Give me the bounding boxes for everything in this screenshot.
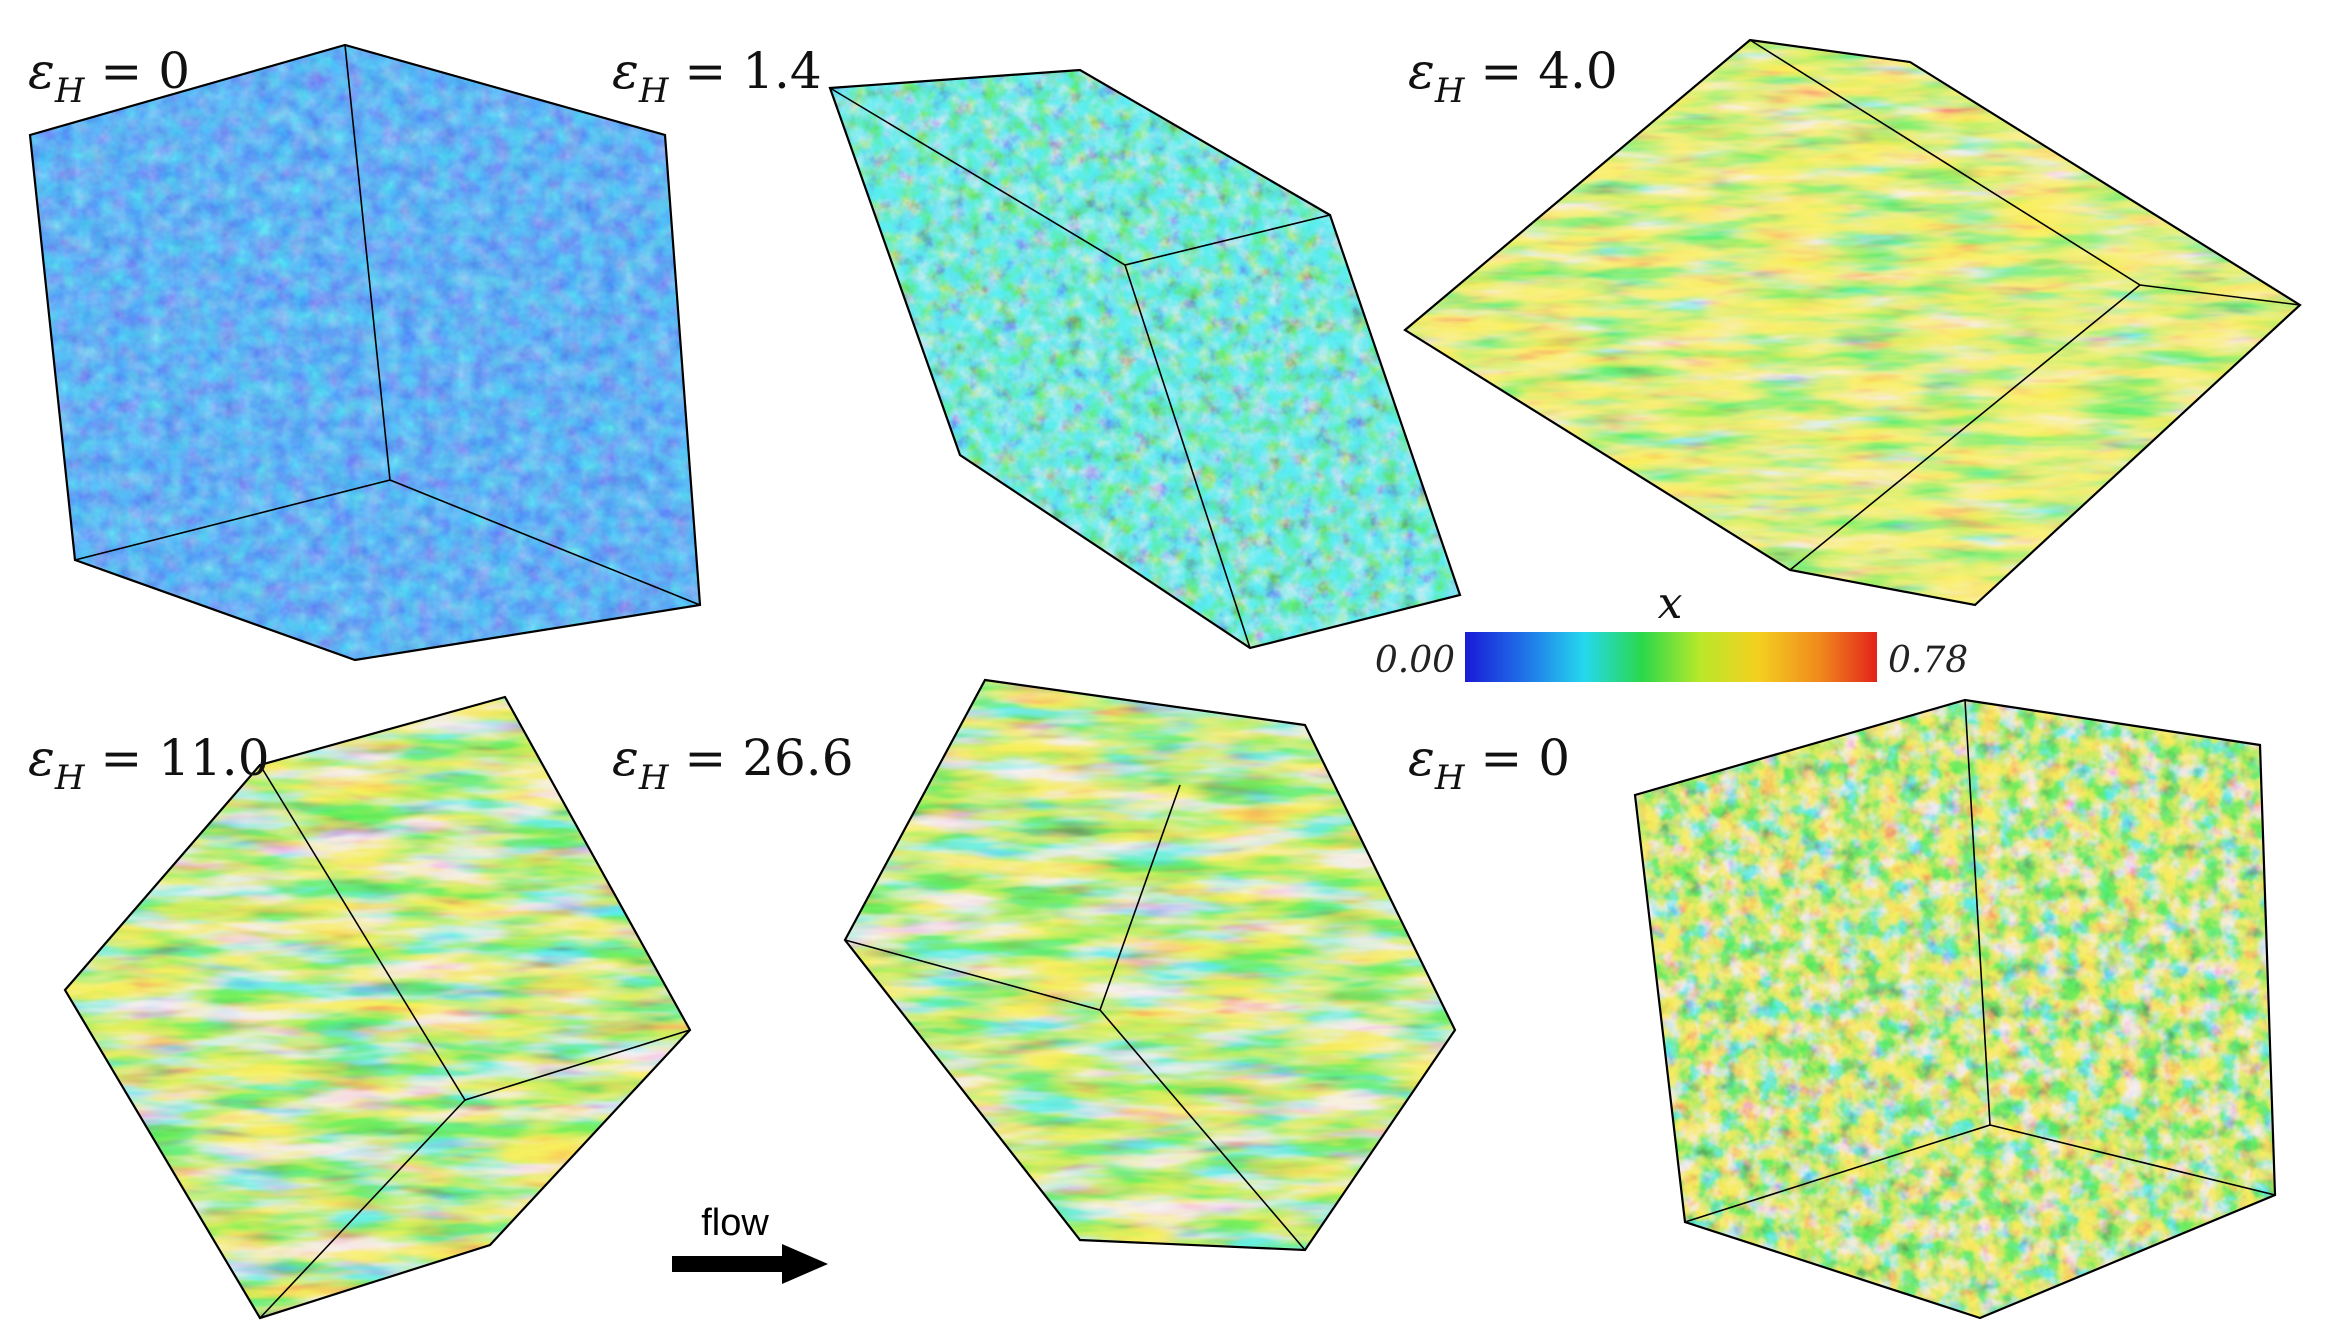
cube-5 xyxy=(843,678,1457,1252)
strain-label-5: εH = 26.6 xyxy=(612,729,854,798)
colorbar-gradient xyxy=(1465,632,1877,682)
colorbar: x 0.00 0.78 xyxy=(1375,578,1968,682)
panel-5: εH = 26.6 xyxy=(612,678,1457,1252)
strain-label-6: εH = 0 xyxy=(1408,729,1570,798)
cube-2 xyxy=(828,68,1462,650)
panel-1: εH = 0 xyxy=(28,42,702,662)
right-arrow-icon xyxy=(672,1244,828,1284)
flow-indicator: flow xyxy=(672,1202,828,1284)
panel-2: εH = 1.4 xyxy=(612,42,1462,650)
colorbar-title: x xyxy=(1658,578,1683,629)
strain-label-3: εH = 4.0 xyxy=(1408,42,1618,111)
strain-label-2: εH = 1.4 xyxy=(612,42,822,111)
panel-6: εH = 0 xyxy=(1408,698,2277,1320)
colorbar-min-label: 0.00 xyxy=(1375,640,1455,681)
cube-6 xyxy=(1633,698,2277,1320)
strain-label-1: εH = 0 xyxy=(28,42,190,111)
strain-label-4: εH = 11.0 xyxy=(28,729,270,798)
cube-1 xyxy=(28,43,702,662)
cube-3 xyxy=(1403,38,2302,607)
colorbar-max-label: 0.78 xyxy=(1888,640,1968,681)
panel-3: εH = 4.0 xyxy=(1403,38,2302,607)
panel-4: εH = 11.0 xyxy=(28,695,692,1320)
flow-label: flow xyxy=(701,1202,769,1244)
